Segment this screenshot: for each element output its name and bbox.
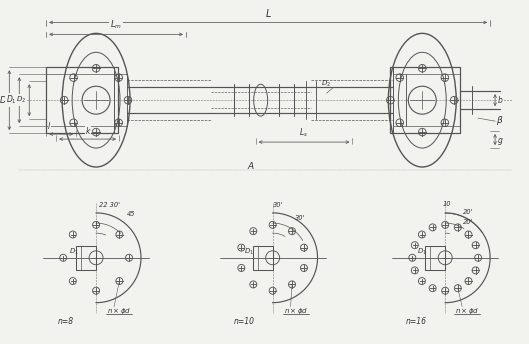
Text: b: b — [498, 96, 503, 105]
Text: $n\times\phi d$: $n\times\phi d$ — [107, 306, 131, 316]
Text: n=10: n=10 — [234, 317, 255, 326]
Text: $\beta$: $\beta$ — [496, 114, 504, 127]
Bar — [76, 246, 96, 270]
Text: $D_2$: $D_2$ — [16, 95, 26, 105]
Text: k: k — [86, 127, 90, 136]
Text: $D_2$: $D_2$ — [321, 79, 331, 89]
Text: n=8: n=8 — [58, 317, 74, 326]
Bar — [425, 246, 445, 270]
Text: $L_m$: $L_m$ — [110, 19, 122, 31]
Bar — [253, 246, 272, 270]
Text: g: g — [498, 136, 503, 144]
Text: A: A — [248, 162, 254, 171]
Text: L: L — [266, 9, 271, 19]
Text: $D_1$: $D_1$ — [69, 247, 79, 257]
Text: l: l — [48, 122, 50, 131]
Text: $D_1$: $D_1$ — [244, 247, 254, 257]
Text: 22 30': 22 30' — [98, 202, 120, 208]
Text: $L_s$: $L_s$ — [299, 127, 308, 139]
Text: 10: 10 — [443, 201, 451, 207]
Bar — [46, 67, 118, 133]
Text: 20': 20' — [463, 209, 473, 215]
Text: n=16: n=16 — [406, 317, 427, 326]
Text: $n\times\phi d$: $n\times\phi d$ — [455, 306, 479, 316]
Text: $D_1$: $D_1$ — [417, 247, 427, 257]
Bar — [390, 67, 460, 133]
Text: $D_1$: $D_1$ — [5, 94, 16, 106]
Text: $n\times\phi d$: $n\times\phi d$ — [284, 306, 308, 316]
Text: D: D — [0, 96, 6, 105]
Text: 20': 20' — [463, 219, 473, 225]
Text: 30': 30' — [273, 202, 284, 208]
Text: 30': 30' — [295, 215, 306, 221]
Text: 45: 45 — [127, 211, 135, 217]
